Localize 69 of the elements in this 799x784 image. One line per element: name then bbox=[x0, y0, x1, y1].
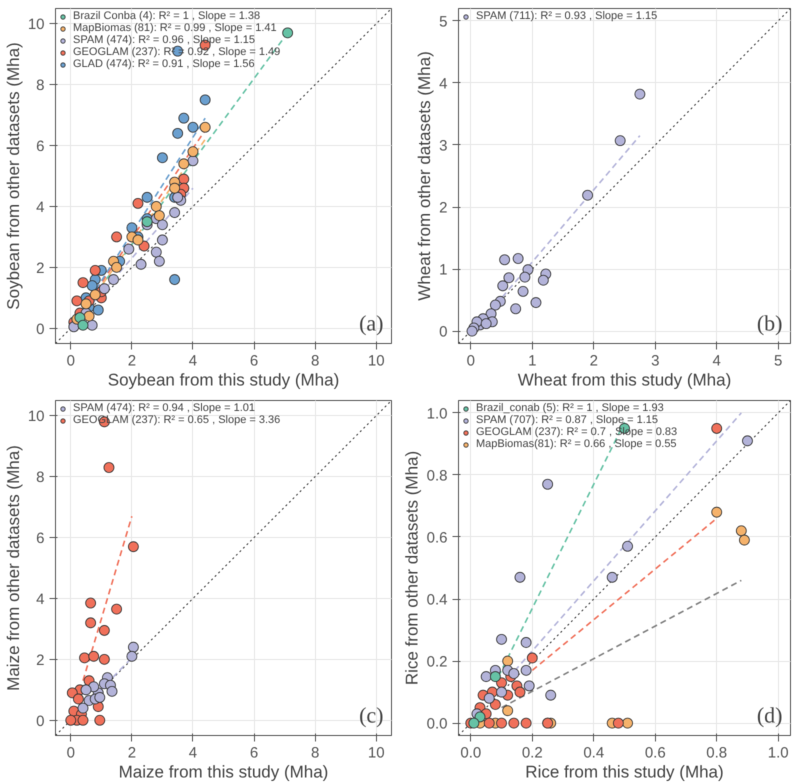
legend-label: Brazil Conba (4): R² = 1 , Slope = 1.38 bbox=[73, 10, 260, 22]
annotation: (d) bbox=[756, 702, 783, 728]
y-tick-label: 2 bbox=[36, 652, 44, 669]
y-tick-label: 0 bbox=[439, 324, 448, 341]
legend-label: SPAM (474): R² = 0.94 , Slope = 1.01 bbox=[73, 402, 256, 414]
y-tick-label: 2 bbox=[36, 260, 44, 277]
x-tick-label: 0.6 bbox=[644, 744, 666, 762]
x-tick-label: 8 bbox=[310, 352, 320, 370]
x-tick-label: 10 bbox=[368, 352, 385, 370]
y-tick-label: 0.6 bbox=[426, 529, 448, 546]
y-tick-label: 6 bbox=[36, 530, 44, 548]
y-tick-label: 10 bbox=[28, 408, 45, 426]
legend-label: SPAM (474): R² = 0.96 , Slope = 1.15 bbox=[73, 34, 256, 46]
y-tick-label: 2 bbox=[439, 200, 448, 217]
y-axis-title: Wheat from other datasets (Mha) bbox=[415, 51, 434, 301]
x-tick-label: 5 bbox=[774, 352, 782, 370]
x-tick-label: 0.4 bbox=[583, 744, 604, 762]
legend-label: MapBiomas(81): R² = 0.66 , Slope = 0.55 bbox=[476, 438, 677, 450]
x-axis-title: Rice from this study (Mha) bbox=[525, 762, 724, 782]
x-tick-label: 6 bbox=[250, 352, 258, 370]
y-tick-label: 0.2 bbox=[426, 654, 448, 671]
y-tick-label: 4 bbox=[36, 198, 44, 216]
y-tick-label: 5 bbox=[439, 13, 448, 30]
legend-label: GLAD (474): R² = 0.91 , Slope = 1.56 bbox=[73, 58, 255, 70]
y-tick-label: 0.4 bbox=[426, 592, 448, 609]
x-tick-label: 0.0 bbox=[460, 744, 482, 762]
annotation: (a) bbox=[359, 310, 384, 336]
legend-label: MapBiomas (81): R² = 0.99 , Slope = 1.41 bbox=[73, 22, 277, 34]
y-axis-title: Soybean from other datasets (Mha) bbox=[4, 42, 23, 310]
y-tick-label: 1.0 bbox=[426, 405, 448, 422]
x-tick-label: 0 bbox=[66, 744, 75, 762]
annotation: (b) bbox=[756, 310, 783, 336]
x-tick-label: 6 bbox=[250, 744, 258, 762]
y-tick-label: 0.0 bbox=[426, 716, 448, 733]
y-tick-label: 10 bbox=[28, 16, 45, 34]
x-tick-label: 1.0 bbox=[768, 744, 789, 762]
x-tick-label: 2 bbox=[128, 744, 136, 762]
annotation: (c) bbox=[359, 702, 384, 728]
x-tick-label: 2 bbox=[128, 352, 136, 370]
y-tick-label: 0 bbox=[36, 320, 44, 338]
x-tick-label: 1 bbox=[528, 352, 536, 370]
x-tick-label: 2 bbox=[590, 352, 598, 370]
x-axis-title: Maize from this study (Mha) bbox=[118, 762, 328, 782]
legend-label: SPAM (711): R² = 0.93 , Slope = 1.15 bbox=[476, 10, 658, 22]
y-tick-label: 4 bbox=[36, 590, 44, 608]
y-tick-label: 0.8 bbox=[426, 467, 448, 484]
x-tick-label: 0.2 bbox=[522, 744, 543, 762]
x-axis-title: Soybean from this study (Mha) bbox=[108, 370, 340, 390]
y-axis-title: Maize from other datasets (Mha) bbox=[4, 445, 23, 691]
y-tick-label: 8 bbox=[36, 469, 44, 486]
x-axis-title: Wheat from this study (Mha) bbox=[518, 370, 732, 390]
x-tick-label: 4 bbox=[712, 352, 721, 370]
legend-label: Brazil_conab (5): R² = 1 , Slope = 1.93 bbox=[476, 402, 664, 414]
x-tick-label: 4 bbox=[188, 352, 198, 370]
y-tick-label: 1 bbox=[439, 262, 448, 279]
y-axis-title: Rice from other datasets (Mha) bbox=[402, 450, 422, 686]
y-tick-label: 6 bbox=[36, 138, 44, 156]
y-tick-label: 0 bbox=[36, 712, 44, 730]
x-tick-label: 0 bbox=[466, 352, 475, 370]
y-tick-label: 8 bbox=[36, 77, 44, 94]
y-tick-label: 3 bbox=[439, 137, 448, 154]
legend-label: SPAM (707): R² = 0.87 , Slope = 1.15 bbox=[476, 414, 658, 426]
x-tick-label: 4 bbox=[188, 744, 198, 762]
x-tick-label: 3 bbox=[651, 352, 660, 370]
x-tick-label: 8 bbox=[310, 744, 320, 762]
x-tick-label: 10 bbox=[368, 744, 385, 762]
x-tick-label: 0.8 bbox=[706, 744, 728, 762]
x-tick-label: 0 bbox=[66, 352, 75, 370]
y-tick-label: 4 bbox=[439, 75, 448, 92]
